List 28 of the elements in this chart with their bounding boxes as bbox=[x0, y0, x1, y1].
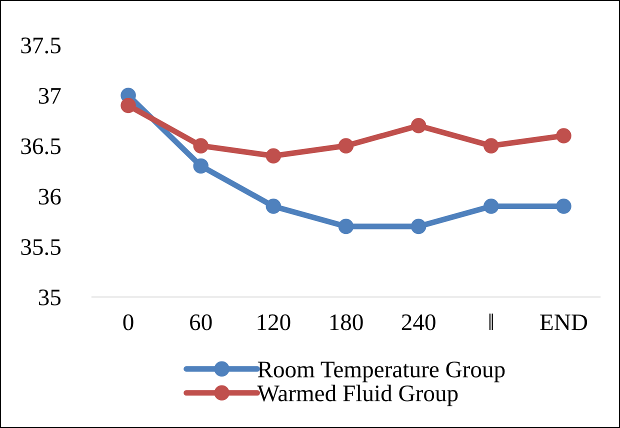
point bbox=[338, 138, 354, 154]
y-tick-label: 37.5 bbox=[21, 38, 61, 54]
point bbox=[120, 98, 136, 114]
x-tick-label: 0 bbox=[123, 314, 134, 330]
legend-label: Warmed Fluid Group bbox=[257, 384, 458, 406]
point bbox=[484, 138, 499, 154]
x-tick-label: 60 bbox=[190, 314, 212, 330]
y-tick-label: 36 bbox=[38, 188, 61, 205]
point bbox=[193, 158, 208, 174]
point bbox=[338, 218, 354, 234]
y-tick-label: 37 bbox=[38, 88, 61, 104]
y-tick-label: 36.5 bbox=[21, 138, 61, 154]
legend-label: Room Temperature Group bbox=[258, 362, 505, 382]
x-tick-label: 240 bbox=[402, 314, 436, 330]
point bbox=[266, 198, 282, 214]
point bbox=[266, 148, 282, 164]
x-tick-label: END bbox=[540, 314, 588, 330]
y-tick-label: 35 bbox=[38, 290, 61, 306]
x-tick-label: 180 bbox=[330, 314, 363, 330]
point bbox=[484, 198, 499, 214]
point bbox=[193, 138, 208, 154]
x-tick-label: 120 bbox=[258, 314, 290, 330]
point bbox=[410, 118, 426, 134]
x-tick-label: ‖ bbox=[489, 314, 493, 330]
point bbox=[556, 198, 572, 214]
point bbox=[410, 218, 426, 234]
point bbox=[556, 128, 572, 144]
y-tick-label: 35.5 bbox=[21, 239, 61, 256]
